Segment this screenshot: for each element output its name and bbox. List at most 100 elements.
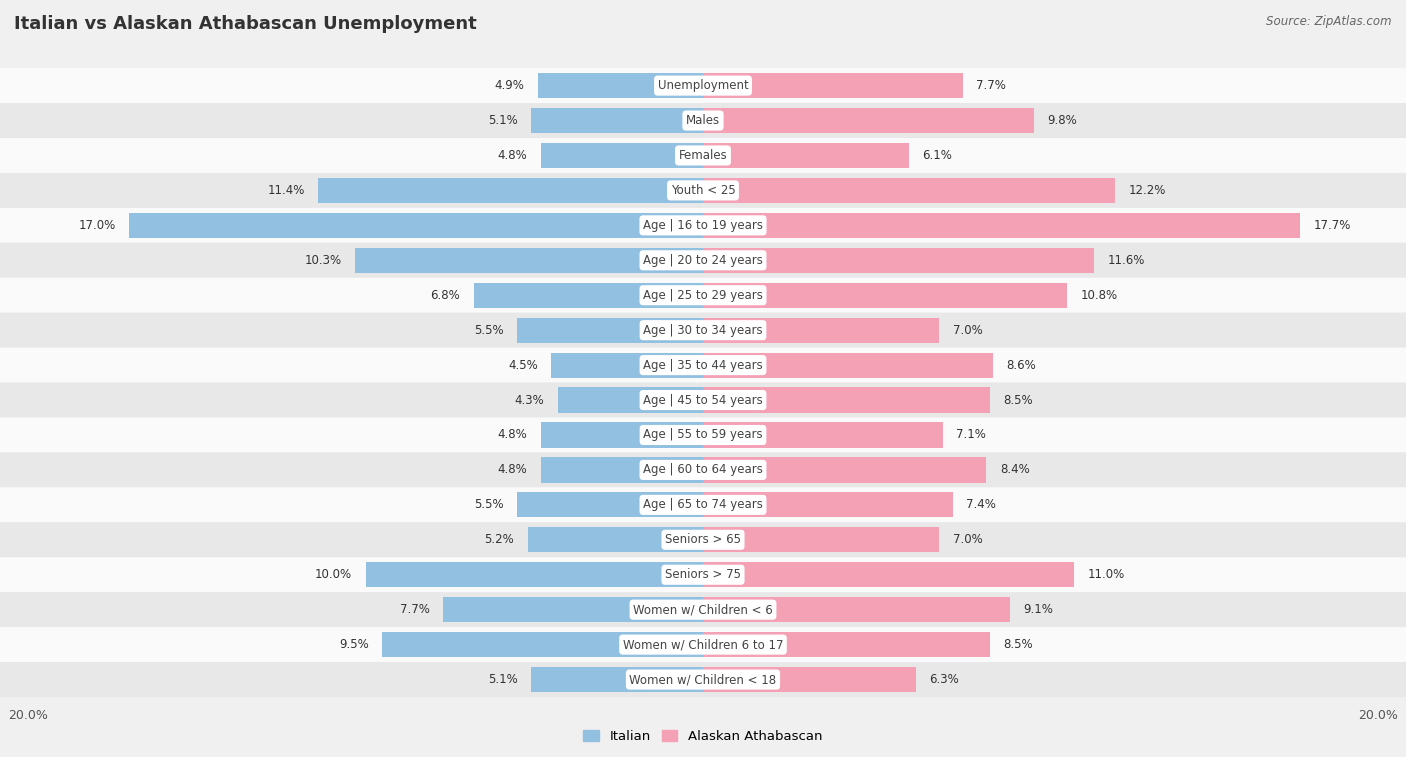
Text: 6.3%: 6.3% bbox=[929, 673, 959, 686]
Text: 17.7%: 17.7% bbox=[1313, 219, 1351, 232]
Text: 10.8%: 10.8% bbox=[1081, 288, 1118, 302]
Bar bbox=[703, 527, 939, 553]
FancyBboxPatch shape bbox=[0, 453, 1406, 488]
FancyBboxPatch shape bbox=[0, 313, 1406, 347]
Legend: Italian, Alaskan Athabascan: Italian, Alaskan Athabascan bbox=[578, 724, 828, 748]
Bar bbox=[541, 422, 703, 447]
Text: 7.0%: 7.0% bbox=[953, 324, 983, 337]
Text: 9.8%: 9.8% bbox=[1047, 114, 1077, 127]
Text: Age | 55 to 59 years: Age | 55 to 59 years bbox=[643, 428, 763, 441]
FancyBboxPatch shape bbox=[0, 208, 1406, 243]
Text: 6.8%: 6.8% bbox=[430, 288, 460, 302]
Bar bbox=[517, 492, 703, 518]
Text: 4.9%: 4.9% bbox=[495, 79, 524, 92]
Text: 12.2%: 12.2% bbox=[1128, 184, 1166, 197]
Text: Age | 20 to 24 years: Age | 20 to 24 years bbox=[643, 254, 763, 266]
Text: 8.5%: 8.5% bbox=[1004, 638, 1033, 651]
Bar bbox=[551, 353, 703, 378]
FancyBboxPatch shape bbox=[0, 138, 1406, 173]
Text: Source: ZipAtlas.com: Source: ZipAtlas.com bbox=[1267, 15, 1392, 28]
Bar bbox=[531, 108, 703, 133]
Bar bbox=[703, 143, 908, 168]
Bar bbox=[703, 492, 953, 518]
Bar bbox=[703, 597, 1010, 622]
Bar bbox=[703, 282, 1067, 308]
FancyBboxPatch shape bbox=[0, 488, 1406, 522]
Text: 7.7%: 7.7% bbox=[976, 79, 1007, 92]
Text: Age | 35 to 44 years: Age | 35 to 44 years bbox=[643, 359, 763, 372]
Bar bbox=[703, 248, 1094, 273]
Text: 10.3%: 10.3% bbox=[305, 254, 342, 266]
Bar bbox=[703, 632, 990, 657]
FancyBboxPatch shape bbox=[0, 557, 1406, 592]
Bar bbox=[366, 562, 703, 587]
Text: 5.5%: 5.5% bbox=[474, 498, 503, 512]
Text: 10.0%: 10.0% bbox=[315, 569, 352, 581]
Text: Unemployment: Unemployment bbox=[658, 79, 748, 92]
Bar bbox=[703, 457, 987, 482]
Text: 8.5%: 8.5% bbox=[1004, 394, 1033, 407]
Text: 9.5%: 9.5% bbox=[339, 638, 368, 651]
Text: Women w/ Children < 18: Women w/ Children < 18 bbox=[630, 673, 776, 686]
Bar bbox=[703, 178, 1115, 203]
Bar bbox=[318, 178, 703, 203]
Bar bbox=[531, 667, 703, 692]
Bar bbox=[703, 353, 993, 378]
Text: Seniors > 75: Seniors > 75 bbox=[665, 569, 741, 581]
Text: Age | 25 to 29 years: Age | 25 to 29 years bbox=[643, 288, 763, 302]
Bar bbox=[703, 213, 1301, 238]
Text: Females: Females bbox=[679, 149, 727, 162]
Text: 7.1%: 7.1% bbox=[956, 428, 986, 441]
Text: Age | 30 to 34 years: Age | 30 to 34 years bbox=[643, 324, 763, 337]
Bar bbox=[443, 597, 703, 622]
Bar bbox=[703, 422, 942, 447]
FancyBboxPatch shape bbox=[0, 347, 1406, 382]
Bar bbox=[703, 73, 963, 98]
Text: 4.3%: 4.3% bbox=[515, 394, 544, 407]
Text: 7.0%: 7.0% bbox=[953, 533, 983, 547]
Text: 17.0%: 17.0% bbox=[79, 219, 115, 232]
Text: Age | 65 to 74 years: Age | 65 to 74 years bbox=[643, 498, 763, 512]
Bar bbox=[703, 667, 915, 692]
Text: 11.0%: 11.0% bbox=[1088, 569, 1125, 581]
Bar bbox=[474, 282, 703, 308]
Text: 7.4%: 7.4% bbox=[966, 498, 995, 512]
Text: 4.8%: 4.8% bbox=[498, 463, 527, 476]
Text: Youth < 25: Youth < 25 bbox=[671, 184, 735, 197]
Text: Women w/ Children 6 to 17: Women w/ Children 6 to 17 bbox=[623, 638, 783, 651]
Text: 4.8%: 4.8% bbox=[498, 149, 527, 162]
FancyBboxPatch shape bbox=[0, 522, 1406, 557]
FancyBboxPatch shape bbox=[0, 592, 1406, 627]
Text: 7.7%: 7.7% bbox=[399, 603, 430, 616]
FancyBboxPatch shape bbox=[0, 68, 1406, 103]
Text: Seniors > 65: Seniors > 65 bbox=[665, 533, 741, 547]
Text: 11.4%: 11.4% bbox=[267, 184, 305, 197]
FancyBboxPatch shape bbox=[0, 382, 1406, 418]
Bar bbox=[558, 388, 703, 413]
Text: 5.1%: 5.1% bbox=[488, 114, 517, 127]
Bar bbox=[129, 213, 703, 238]
FancyBboxPatch shape bbox=[0, 243, 1406, 278]
Text: Age | 16 to 19 years: Age | 16 to 19 years bbox=[643, 219, 763, 232]
FancyBboxPatch shape bbox=[0, 418, 1406, 453]
Text: 9.1%: 9.1% bbox=[1024, 603, 1053, 616]
Text: 6.1%: 6.1% bbox=[922, 149, 952, 162]
FancyBboxPatch shape bbox=[0, 278, 1406, 313]
Bar bbox=[527, 527, 703, 553]
Bar bbox=[541, 143, 703, 168]
Text: 11.6%: 11.6% bbox=[1108, 254, 1146, 266]
FancyBboxPatch shape bbox=[0, 173, 1406, 208]
Text: 5.2%: 5.2% bbox=[484, 533, 515, 547]
Bar bbox=[703, 388, 990, 413]
FancyBboxPatch shape bbox=[0, 627, 1406, 662]
Text: 8.6%: 8.6% bbox=[1007, 359, 1036, 372]
FancyBboxPatch shape bbox=[0, 662, 1406, 697]
Bar bbox=[703, 562, 1074, 587]
Bar bbox=[537, 73, 703, 98]
Text: Women w/ Children < 6: Women w/ Children < 6 bbox=[633, 603, 773, 616]
Text: 4.8%: 4.8% bbox=[498, 428, 527, 441]
Text: Italian vs Alaskan Athabascan Unemployment: Italian vs Alaskan Athabascan Unemployme… bbox=[14, 15, 477, 33]
Text: 5.1%: 5.1% bbox=[488, 673, 517, 686]
Bar bbox=[356, 248, 703, 273]
FancyBboxPatch shape bbox=[0, 103, 1406, 138]
